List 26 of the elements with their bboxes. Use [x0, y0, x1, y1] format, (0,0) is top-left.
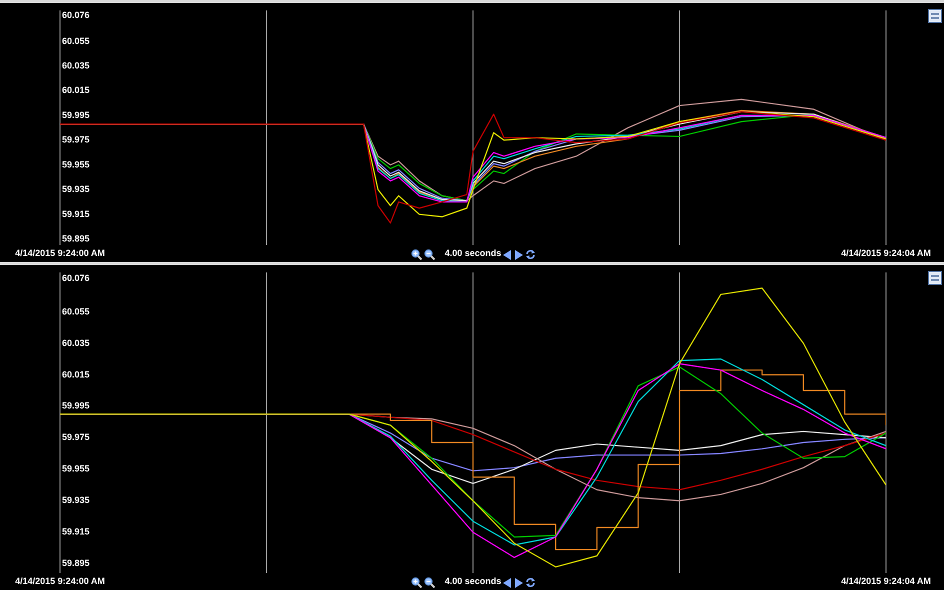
y-tick-label: 60.055	[62, 306, 90, 316]
y-tick-label: 60.015	[62, 369, 90, 380]
x-tick-label: 4/14/2015 9:24:04 AM	[841, 248, 931, 258]
x-tick-label: 4/14/2015 9:24:00 AM	[15, 248, 105, 258]
y-tick-label: 59.915	[62, 208, 90, 219]
y-tick-label: 59.915	[62, 526, 90, 537]
y-tick-label: 59.995	[62, 400, 90, 411]
y-tick-label: 59.895	[62, 234, 90, 244]
x-tick-label: 4.00 seconds	[444, 576, 502, 586]
y-tick-label: 60.035	[62, 338, 90, 348]
y-tick-label: 59.975	[62, 134, 90, 145]
y-tick-label: 60.076	[62, 273, 90, 284]
x-tick-label: 4/14/2015 9:24:00 AM	[15, 576, 105, 586]
y-tick-label: 59.955	[62, 159, 90, 170]
y-tick-label: 59.995	[62, 110, 90, 120]
y-tick-label: 59.895	[62, 558, 90, 568]
x-tick-label: 4/14/2015 9:24:04 AM	[841, 576, 931, 586]
y-tick-label: 60.076	[62, 10, 90, 20]
y-tick-label: 60.035	[62, 60, 90, 70]
y-tick-label: 60.055	[62, 36, 90, 46]
y-tick-label: 59.935	[62, 184, 90, 194]
y-tick-label: 60.015	[62, 85, 90, 96]
y-tick-label: 59.935	[62, 495, 90, 506]
y-tick-label: 59.955	[62, 464, 90, 474]
x-tick-label: 4.00 seconds	[444, 248, 502, 258]
y-tick-label: 59.975	[62, 432, 90, 442]
